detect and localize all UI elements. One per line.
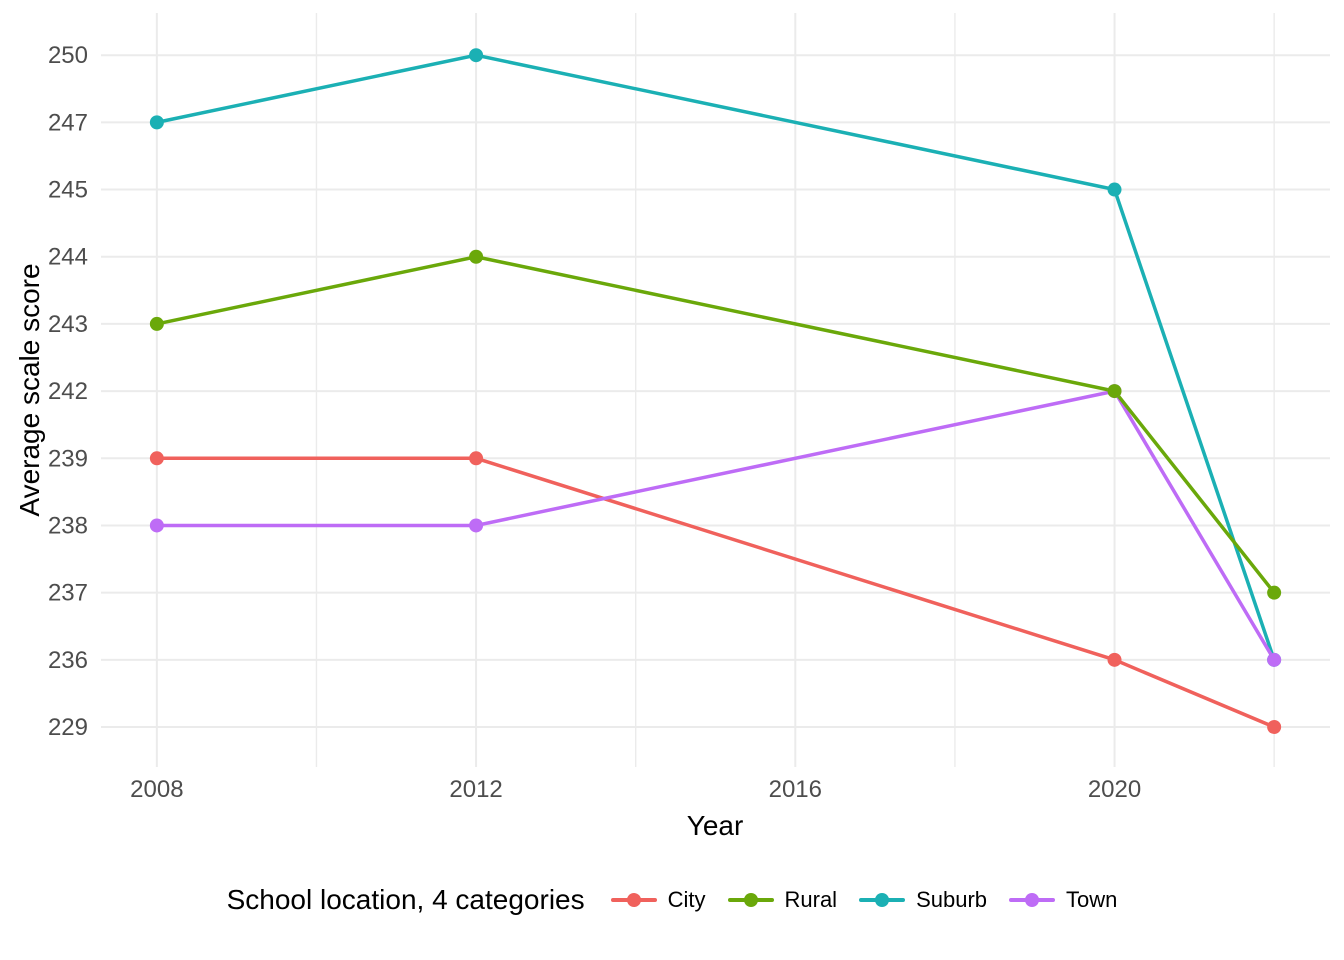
- plot-area-svg: 250 247 245 244 243 242 239 238 237 236 229 2008 201…: [48, 13, 1330, 803]
- data-point-suburb: [1107, 182, 1122, 197]
- data-point-city: [1267, 720, 1282, 734]
- y-tick-label: 239: [48, 445, 88, 472]
- y-tick-label: 237: [48, 580, 88, 607]
- data-point-town: [1267, 652, 1282, 667]
- legend-key-rural: [727, 893, 774, 907]
- data-point-suburb: [469, 48, 484, 63]
- data-point-suburb: [149, 115, 164, 130]
- legend-label-suburb: Suburb: [916, 887, 988, 912]
- legend-title: School location, 4 categories: [226, 884, 585, 915]
- legend-key-dot: [626, 893, 641, 907]
- data-point-city: [1107, 652, 1122, 667]
- series-line-suburb: [156, 53, 1276, 661]
- x-axis-title-text: Year: [686, 810, 744, 841]
- legend-label-city: City: [667, 887, 706, 912]
- legend-key-dot: [875, 893, 890, 907]
- y-tick-label: 243: [48, 311, 88, 338]
- y-tick-label: 238: [48, 512, 88, 539]
- x-tick-label: 2016: [769, 776, 822, 803]
- legend-key-town: [1009, 893, 1056, 907]
- data-point-city: [469, 451, 484, 466]
- legend-label-town: Town: [1066, 887, 1118, 912]
- legend-item-rural: Rural: [727, 887, 838, 913]
- y-tick-label: 247: [48, 109, 88, 136]
- x-tick-label: 2008: [130, 776, 183, 803]
- y-axis-title: Average scale score: [14, 263, 45, 517]
- legend-key-dot: [1025, 893, 1040, 907]
- legend-item-city: City: [610, 887, 706, 913]
- data-point-town: [469, 518, 484, 533]
- y-tick-label: 236: [48, 647, 88, 674]
- legend-key-dot: [743, 893, 758, 907]
- legend-item-suburb: Suburb: [859, 887, 987, 913]
- series-line-town: [156, 389, 1276, 661]
- legend: School location, 4 categories City Rural…: [0, 884, 1344, 916]
- y-tick-label: 250: [48, 42, 88, 69]
- y-tick-label: 229: [48, 714, 88, 741]
- series-line-rural: [156, 254, 1276, 594]
- legend-label-rural: Rural: [784, 887, 838, 912]
- legend-key-city: [610, 893, 657, 907]
- y-tick-label: 245: [48, 177, 88, 204]
- data-point-rural: [1107, 384, 1122, 399]
- legend-key-suburb: [859, 893, 906, 907]
- data-point-city: [149, 451, 164, 466]
- y-tick-label: 242: [48, 378, 88, 405]
- data-point-rural: [149, 316, 164, 331]
- series-line-city: [156, 456, 1275, 729]
- data-point-rural: [469, 249, 484, 264]
- x-tick-label: 2020: [1088, 776, 1141, 803]
- y-tick-label: 244: [48, 244, 88, 271]
- data-point-rural: [1267, 585, 1282, 600]
- x-tick-label: 2012: [449, 776, 502, 803]
- legend-item-town: Town: [1009, 887, 1117, 913]
- data-point-town: [149, 518, 164, 533]
